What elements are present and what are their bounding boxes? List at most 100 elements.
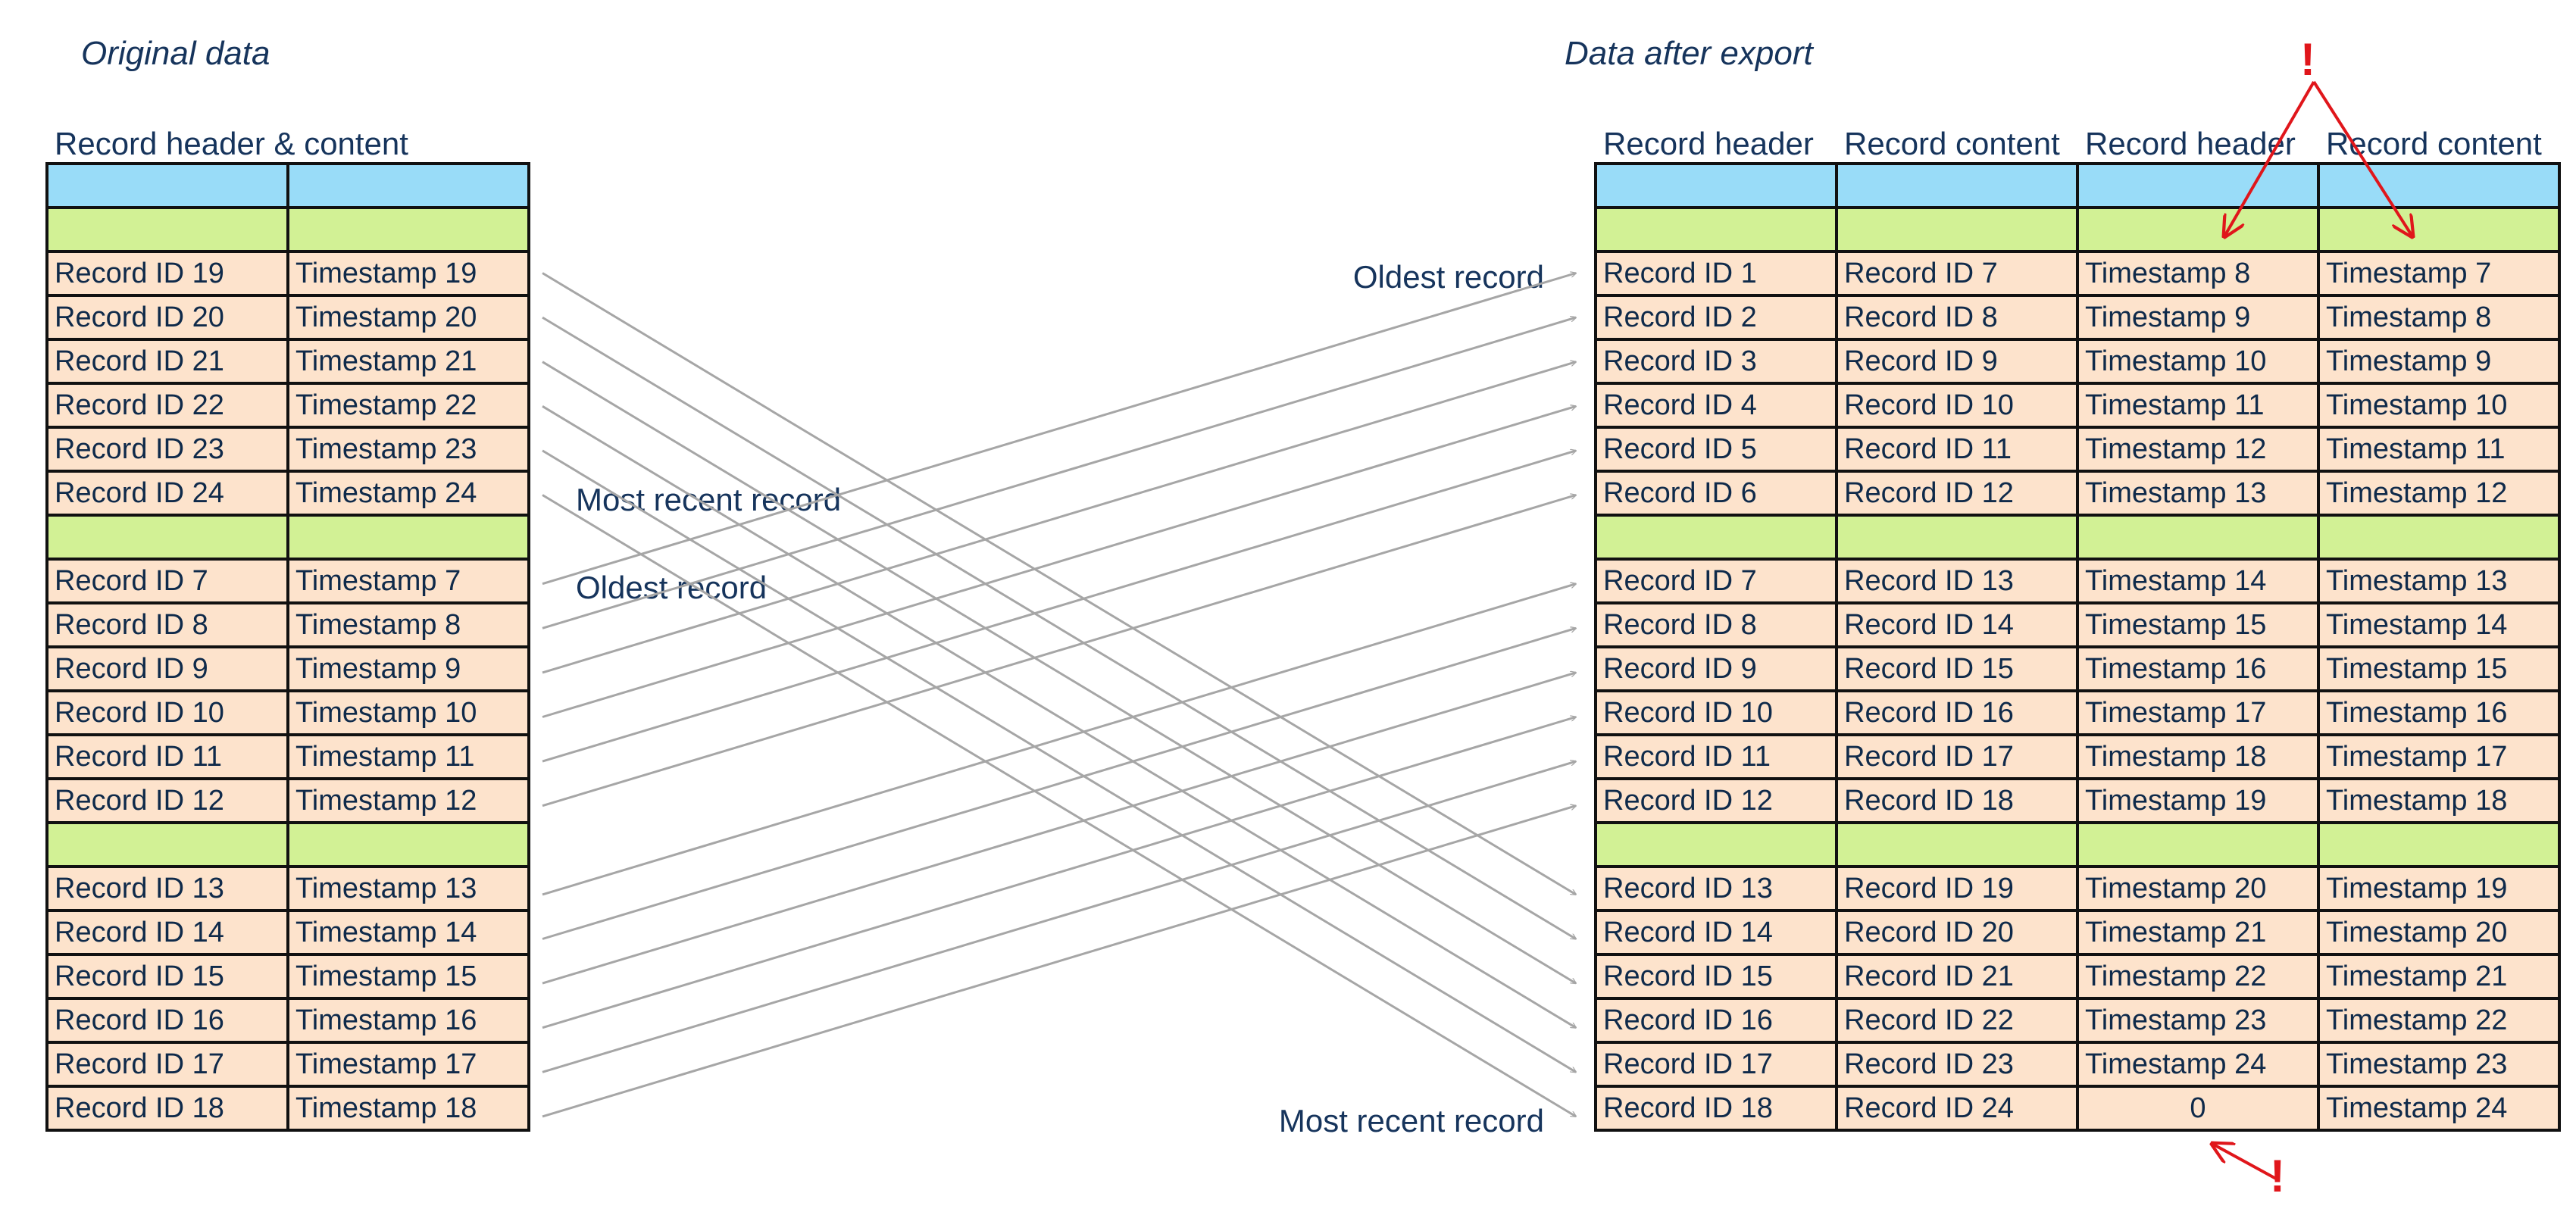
empty-cell: [286, 162, 530, 209]
right-oldest-label: Oldest record: [1352, 259, 1544, 295]
table-cell: Record ID 16: [1594, 997, 1838, 1044]
table-row: Record ID 8 Timestamp 8: [45, 601, 530, 648]
table-row: Record ID 18 Record ID 24 0 Timestamp 24: [1594, 1085, 2561, 1132]
separator-row: [45, 821, 530, 868]
separator-row: [1594, 514, 2561, 561]
mapping-arrow: [542, 495, 1576, 807]
empty-cell: [286, 206, 530, 253]
table-cell: Record ID 9: [1835, 338, 2079, 385]
empty-cell: [45, 162, 289, 209]
right-title: Data after export: [1565, 35, 1813, 72]
table-cell: Timestamp 19: [2317, 865, 2561, 912]
table-row: Record ID 9 Timestamp 9: [45, 645, 530, 692]
table-cell: Timestamp 24: [286, 470, 530, 517]
table-cell: Timestamp 16: [286, 997, 530, 1044]
table-row: Record ID 8 Record ID 14 Timestamp 15 Times…: [1594, 601, 2561, 648]
mid-oldest-label: Oldest record: [576, 570, 767, 605]
separator-row: [45, 206, 530, 253]
table-cell: Record ID 19: [45, 250, 289, 297]
table-row: Record ID 23 Timestamp 23: [45, 426, 530, 473]
table-cell: Record ID 13: [45, 865, 289, 912]
table-row: Record ID 14 Record ID 20 Timestamp 21 Time…: [1594, 909, 2561, 956]
table-cell: Timestamp 19: [286, 250, 530, 297]
table-cell: Timestamp 16: [2076, 645, 2320, 692]
table-row: Record ID 18 Timestamp 18: [45, 1085, 530, 1132]
right-header-label-1: Record header: [1603, 126, 1814, 161]
table-cell: Timestamp 12: [2076, 426, 2320, 473]
table-cell: Timestamp 22: [2317, 997, 2561, 1044]
table-cell: Record ID 7: [1594, 558, 1838, 604]
table-cell: Record ID 19: [1835, 865, 2079, 912]
table-cell: Record ID 10: [1594, 689, 1838, 736]
table-cell: Record ID 20: [1835, 909, 2079, 956]
mapping-arrow: [542, 406, 1576, 718]
table-row: Record ID 22 Timestamp 22: [45, 382, 530, 429]
table-cell: Record ID 8: [1835, 294, 2079, 341]
table-row: Record ID 20 Timestamp 20: [45, 294, 530, 341]
table-cell: Record ID 7: [45, 558, 289, 604]
empty-cell: [1835, 162, 2079, 209]
table-row: Record ID 5 Record ID 11 Timestamp 12 Times…: [1594, 426, 2561, 473]
table-cell: Record ID 24: [45, 470, 289, 517]
table-cell: Timestamp 18: [2076, 733, 2320, 780]
empty-cell: [286, 821, 530, 868]
empty-cell: [1835, 821, 2079, 868]
mapping-arrow: [542, 449, 1576, 1073]
table-row: Record ID 16 Record ID 22 Timestamp 23 Time…: [1594, 997, 2561, 1044]
table-cell: Timestamp 17: [286, 1041, 530, 1088]
empty-cell: [2317, 206, 2561, 253]
right-most-recent-label: Most recent record: [1278, 1103, 1544, 1139]
table-row: Record ID 14 Timestamp 14: [45, 909, 530, 956]
separator-row: [1594, 821, 2561, 868]
table-row: Record ID 10 Record ID 16 Timestamp 17 Time…: [1594, 689, 2561, 736]
empty-cell: [2076, 821, 2320, 868]
table-row: Record ID 10 Timestamp 10: [45, 689, 530, 736]
right-header-label-2: Record content: [1844, 126, 2060, 161]
table-cell: Record ID 8: [1594, 601, 1838, 648]
table-cell: Record ID 10: [1835, 382, 2079, 429]
table-cell: Record ID 17: [1594, 1041, 1838, 1088]
left-title: Original data: [81, 35, 270, 72]
warning-mark-bottom: !: [2270, 1151, 2285, 1201]
table-cell: Timestamp 20: [2317, 909, 2561, 956]
table-cell: 0: [2076, 1085, 2320, 1132]
empty-cell: [286, 514, 530, 561]
empty-cell: [1594, 821, 1838, 868]
empty-cell: [2317, 821, 2561, 868]
table-cell: Timestamp 14: [2317, 601, 2561, 648]
table-cell: Record ID 17: [1835, 733, 2079, 780]
table-row: Record ID 16 Timestamp 16: [45, 997, 530, 1044]
empty-cell: [1594, 162, 1838, 209]
table-cell: Record ID 11: [45, 733, 289, 780]
table-cell: Record ID 11: [1594, 733, 1838, 780]
table-cell: Timestamp 7: [2317, 250, 2561, 297]
header-row: [45, 162, 530, 209]
right-header-label-4: Record content: [2326, 126, 2542, 161]
table-row: Record ID 19 Timestamp 19: [45, 250, 530, 297]
table-cell: Record ID 13: [1594, 865, 1838, 912]
table-cell: Timestamp 20: [2076, 865, 2320, 912]
separator-row: [45, 514, 530, 561]
header-row: [1594, 162, 2561, 209]
table-cell: Record ID 16: [1835, 689, 2079, 736]
table-row: Record ID 12 Timestamp 12: [45, 777, 530, 824]
table-row: Record ID 15 Timestamp 15: [45, 953, 530, 1000]
table-cell: Record ID 15: [1594, 953, 1838, 1000]
mapping-arrow: [542, 584, 1576, 896]
table-cell: Record ID 4: [1594, 382, 1838, 429]
table-cell: Record ID 14: [1835, 601, 2079, 648]
table-row: Record ID 2 Record ID 8 Timestamp 9 Timesta…: [1594, 294, 2561, 341]
mapping-arrow: [542, 806, 1576, 1118]
table-row: Record ID 1 Record ID 7 Timestamp 8 Timesta…: [1594, 250, 2561, 297]
mapping-arrow: [542, 273, 1576, 586]
table-cell: Record ID 8: [45, 601, 289, 648]
table-cell: Timestamp 14: [2076, 558, 2320, 604]
table-cell: Record ID 22: [45, 382, 289, 429]
table-cell: Timestamp 12: [286, 777, 530, 824]
table-cell: Timestamp 20: [286, 294, 530, 341]
table-cell: Timestamp 10: [286, 689, 530, 736]
mid-most-recent-label: Most recent record: [576, 482, 842, 517]
mapping-arrow: [542, 761, 1576, 1073]
table-cell: Record ID 22: [1835, 997, 2079, 1044]
table-row: Record ID 15 Record ID 21 Timestamp 22 Time…: [1594, 953, 2561, 1000]
